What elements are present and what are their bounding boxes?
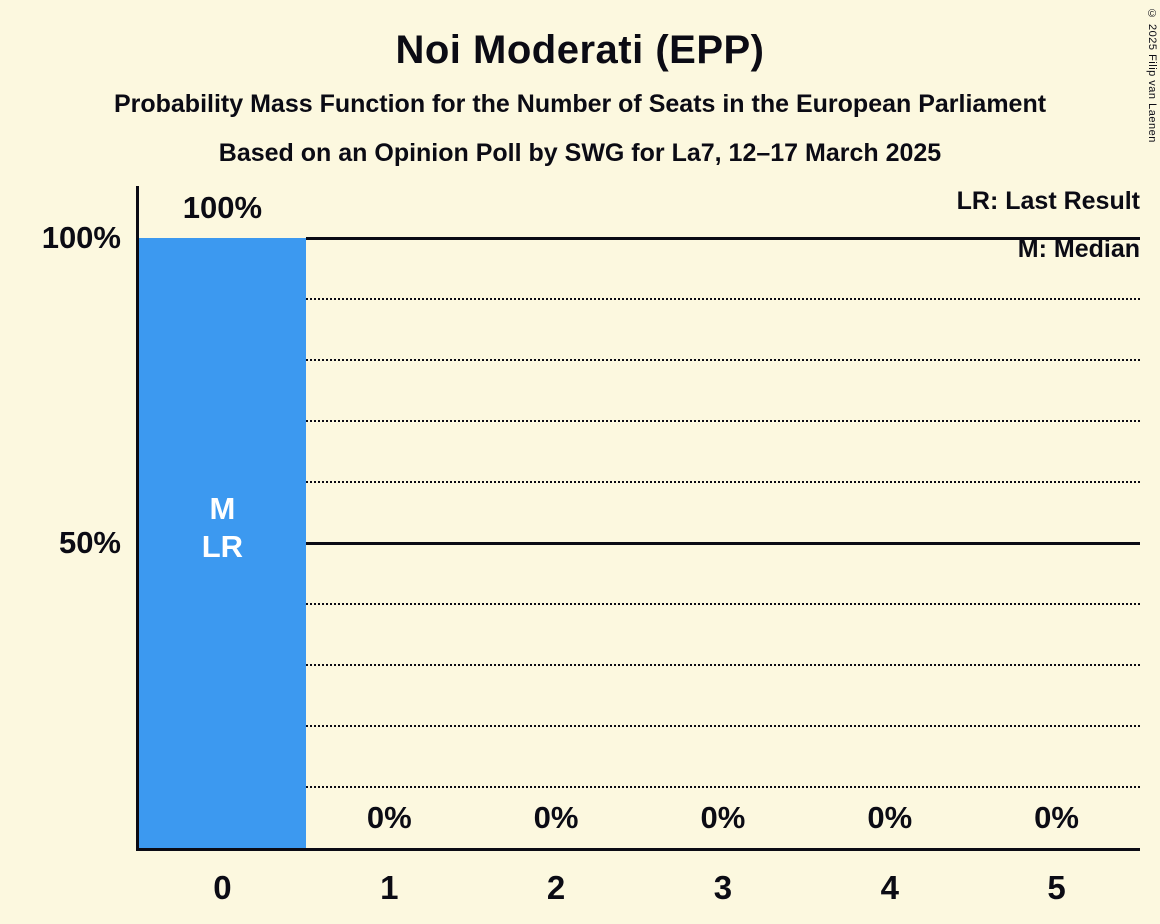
annotation-line: M — [209, 491, 236, 526]
x-axis-tick-label: 1 — [380, 869, 399, 906]
y-axis-tick-label: 100% — [41, 220, 121, 255]
annotation-line: LR — [201, 529, 244, 564]
x-axis-tick-label: 5 — [1047, 869, 1066, 906]
solid-gridline — [305, 236, 1140, 240]
x-axis-tick-label: 3 — [713, 869, 733, 906]
dotted-gridline — [305, 359, 1140, 361]
x-axis-line — [136, 848, 1140, 851]
legend-last-result-label: LR: Last Result — [956, 187, 1140, 215]
y-axis-line — [136, 186, 139, 848]
x-axis-tick-label: 0 — [213, 869, 232, 906]
bar-value-label: 0% — [533, 800, 579, 835]
page-title: Noi Moderati (EPP) — [395, 28, 765, 72]
probability-bar — [139, 238, 306, 848]
solid-gridline — [305, 541, 1140, 545]
dotted-gridline — [305, 298, 1140, 300]
bar-value-label: 100% — [182, 190, 263, 225]
bar-value-label: 0% — [366, 800, 412, 835]
dotted-gridline — [305, 664, 1140, 666]
legend-median-label: M: Median — [1017, 235, 1140, 263]
copyright-notice: © 2025 Filip van Laenen — [1146, 8, 1158, 143]
bar-value-label: 0% — [1034, 800, 1079, 835]
dotted-gridline — [305, 725, 1140, 727]
y-axis-tick-label: 50% — [58, 525, 121, 560]
dotted-gridline — [305, 420, 1140, 422]
dotted-gridline — [305, 481, 1140, 483]
dotted-gridline — [305, 603, 1140, 605]
x-axis-tick-label: 2 — [546, 869, 566, 906]
median-last-result-annotation: M LR — [142, 490, 302, 566]
bar-value-label: 0% — [700, 800, 746, 835]
x-axis-tick-label: 4 — [880, 869, 899, 906]
chart-subtitle: Probability Mass Function for the Number… — [113, 90, 1047, 118]
chart-poll-source-subtitle: Based on an Opinion Poll by SWG for La7,… — [218, 139, 942, 167]
bar-value-label: 0% — [867, 800, 913, 835]
dotted-gridline — [305, 786, 1140, 788]
